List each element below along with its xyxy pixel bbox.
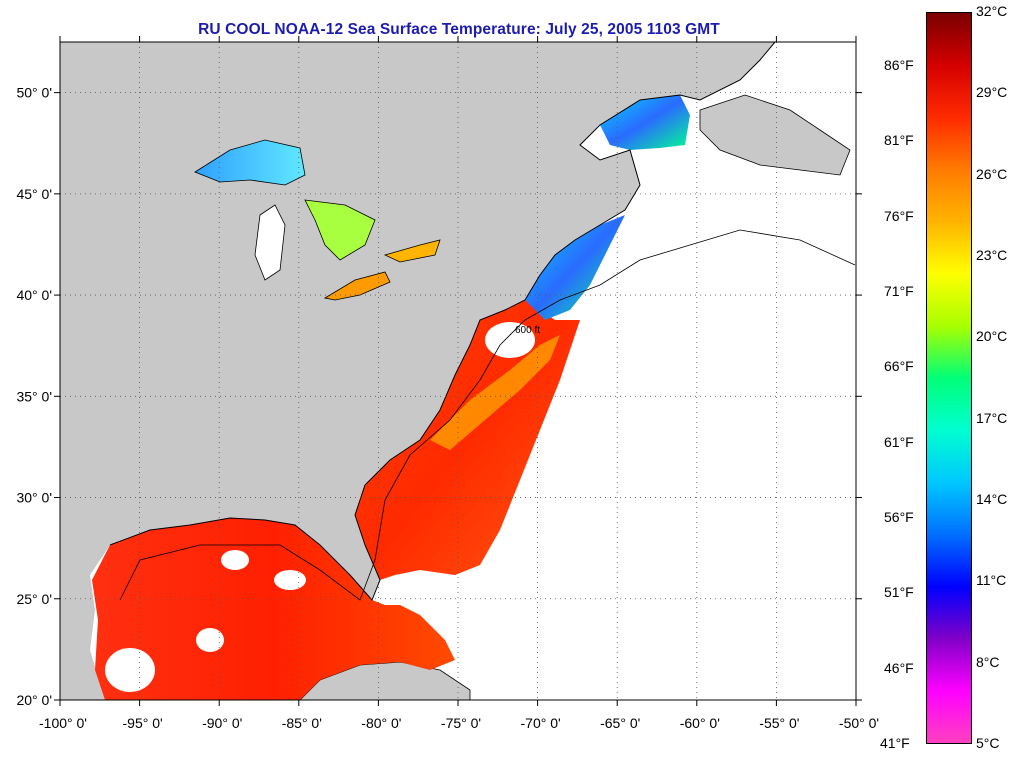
fahrenheit-label: 46°F bbox=[884, 659, 914, 676]
lat-tick-label: 45° 0' bbox=[16, 186, 52, 202]
lon-tick-label: -55° 0' bbox=[759, 715, 799, 731]
lake-huron bbox=[304, 199, 376, 261]
lon-tick-label: -80° 0' bbox=[361, 715, 401, 731]
lat-tick-label: 40° 0' bbox=[16, 287, 52, 303]
lon-tick-label: -50° 0' bbox=[839, 715, 879, 731]
lat-tick-label: 25° 0' bbox=[16, 591, 52, 607]
lon-tick-label: -65° 0' bbox=[600, 715, 640, 731]
fahrenheit-label: 61°F bbox=[884, 433, 914, 450]
celsius-label: 26°C bbox=[976, 165, 1008, 182]
lake-erie bbox=[323, 271, 391, 301]
fahrenheit-label: 41°F bbox=[880, 735, 910, 751]
cloud-patch bbox=[196, 628, 224, 652]
lon-tick-label: -85° 0' bbox=[282, 715, 322, 731]
celsius-label: 14°C bbox=[976, 491, 1008, 507]
celsius-label: 29°C bbox=[976, 84, 1008, 101]
lon-tick-label: -90° 0' bbox=[202, 715, 242, 731]
contour-label: 600 ft bbox=[515, 325, 540, 336]
lat-tick-label: 50° 0' bbox=[16, 85, 52, 101]
lon-tick-label: -70° 0' bbox=[521, 715, 561, 731]
atlantic-canada-land bbox=[699, 94, 851, 176]
gulf-stream-band bbox=[430, 335, 560, 450]
map-title: RU COOL NOAA-12 Sea Surface Temperature:… bbox=[198, 21, 720, 38]
fahrenheit-label: 71°F bbox=[884, 283, 914, 299]
cloud-patch bbox=[105, 648, 155, 692]
lake-michigan bbox=[254, 204, 286, 281]
cloud-patch bbox=[274, 570, 306, 590]
celsius-label: 17°C bbox=[976, 409, 1008, 426]
coastline bbox=[109, 42, 776, 601]
fahrenheit-label: 66°F bbox=[884, 358, 914, 375]
celsius-label: 8°C bbox=[976, 653, 1000, 670]
depth-contour bbox=[119, 229, 856, 601]
axis-ticks: -100° 0' -95° 0' -90° 0' -85° 0' -80° 0' -75°… bbox=[16, 36, 879, 731]
fahrenheit-label: 56°F bbox=[884, 509, 914, 525]
gulf-sst bbox=[92, 518, 455, 700]
lat-tick-label: 35° 0' bbox=[16, 388, 52, 404]
lon-tick-label: -95° 0' bbox=[123, 715, 163, 731]
st-lawrence-sst bbox=[600, 95, 690, 150]
north-atlantic-sst bbox=[525, 215, 625, 320]
celsius-label: 20°C bbox=[976, 328, 1008, 345]
lon-tick-label: -100° 0' bbox=[39, 715, 87, 731]
fahrenheit-label: 51°F bbox=[884, 584, 914, 601]
fahrenheit-label: 86°F bbox=[884, 57, 914, 73]
cloud-patch bbox=[221, 550, 249, 570]
land-mass bbox=[60, 42, 775, 700]
lat-tick-label: 30° 0' bbox=[16, 490, 52, 506]
lake-superior bbox=[194, 139, 306, 186]
temperature-colorbar bbox=[926, 12, 972, 744]
celsius-label: 23°C bbox=[976, 247, 1008, 263]
celsius-label: 11°C bbox=[976, 572, 1007, 589]
celsius-label: 5°C bbox=[976, 735, 1000, 751]
lon-tick-label: -75° 0' bbox=[441, 715, 481, 731]
fahrenheit-label: 81°F bbox=[884, 132, 914, 149]
fahrenheit-label: 76°F bbox=[884, 207, 914, 224]
lat-tick-label: 20° 0' bbox=[16, 692, 52, 708]
celsius-label: 32°C bbox=[976, 3, 1008, 19]
lon-tick-label: -60° 0' bbox=[680, 715, 720, 731]
lake-ontario bbox=[383, 239, 441, 263]
